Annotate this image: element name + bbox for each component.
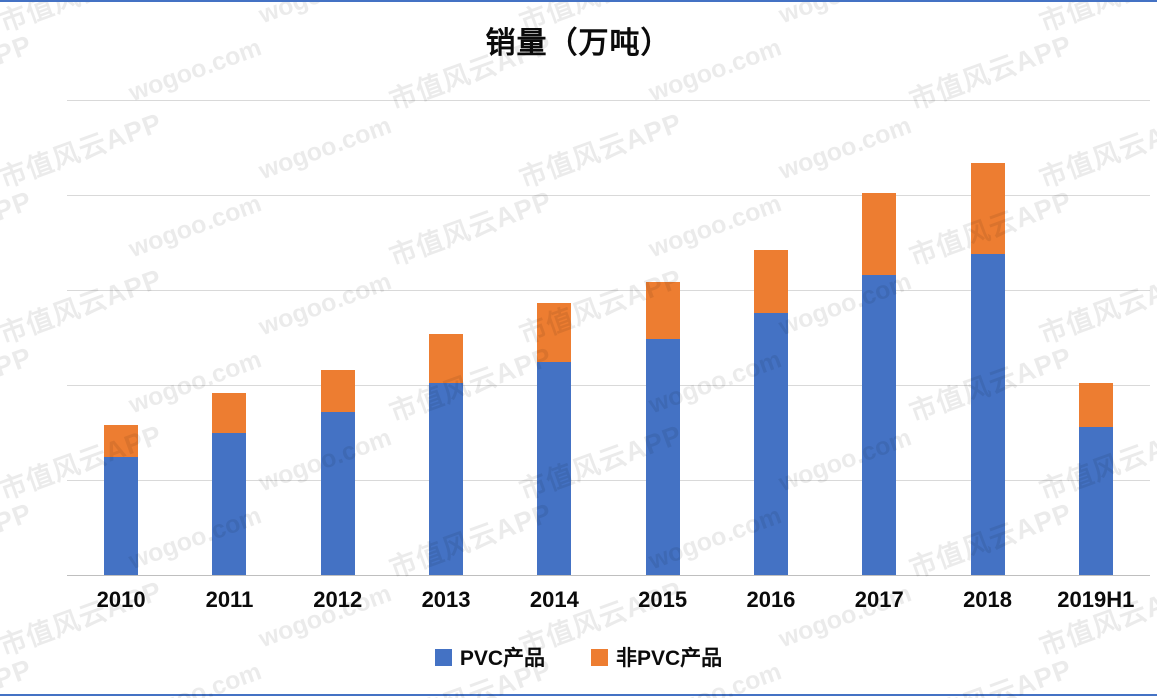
bar-segment-pvc[interactable] xyxy=(537,362,572,575)
bar-segment-non-pvc[interactable] xyxy=(970,162,1005,254)
bar-segment-non-pvc[interactable] xyxy=(320,369,355,412)
x-axis-tick-label: 2015 xyxy=(638,587,688,612)
legend-swatch-icon xyxy=(434,648,452,666)
gridline xyxy=(67,195,1150,196)
x-axis-tick-label: 2016 xyxy=(746,587,796,612)
bar-group[interactable] xyxy=(970,162,1005,575)
bar-group[interactable] xyxy=(862,193,897,575)
gridline xyxy=(67,480,1150,481)
bar-segment-pvc[interactable] xyxy=(429,383,464,575)
plot-area: 050100150200250 xyxy=(67,100,1150,576)
bar-group[interactable] xyxy=(753,250,788,575)
bar-segment-pvc[interactable] xyxy=(645,339,680,575)
bar-segment-non-pvc[interactable] xyxy=(537,303,572,363)
x-axis-tick-label: 2019H1 xyxy=(1057,587,1135,612)
bar-group[interactable] xyxy=(104,424,139,575)
x-axis-line xyxy=(67,575,1150,576)
bar-segment-pvc[interactable] xyxy=(753,312,788,575)
x-axis-tick-label: 2010 xyxy=(96,587,146,612)
legend-label: PVC产品 xyxy=(459,647,545,670)
bar-segment-pvc[interactable] xyxy=(320,411,355,575)
bar-group[interactable] xyxy=(429,333,464,575)
bar-segment-non-pvc[interactable] xyxy=(753,250,788,313)
x-axis-tick-label: 2011 xyxy=(205,587,254,612)
legend-item[interactable]: 非PVC产品 xyxy=(591,642,722,672)
legend-item[interactable]: PVC产品 xyxy=(434,642,545,672)
bar-segment-non-pvc[interactable] xyxy=(1078,383,1113,427)
watermark-text: 市值风云APP xyxy=(0,185,37,272)
bar-segment-non-pvc[interactable] xyxy=(645,282,680,340)
x-axis-tick-label: 2018 xyxy=(963,587,1013,612)
x-axis-tick-label: 2014 xyxy=(529,587,579,612)
x-axis-tick-label: 2013 xyxy=(421,587,471,612)
chart-title: 销量（万吨） xyxy=(485,27,672,60)
bar-group[interactable] xyxy=(645,282,680,575)
bar-segment-pvc[interactable] xyxy=(862,274,897,575)
bar-segment-pvc[interactable] xyxy=(970,253,1005,575)
x-axis-tick-label: 2017 xyxy=(854,587,904,612)
gridline xyxy=(67,100,1150,101)
watermark-text: 市值风云APP xyxy=(0,341,37,428)
bar-segment-non-pvc[interactable] xyxy=(212,392,247,433)
gridline xyxy=(67,290,1150,291)
bar-segment-pvc[interactable] xyxy=(104,457,139,575)
bar-group[interactable] xyxy=(212,392,247,575)
legend-swatch-icon xyxy=(591,648,608,666)
bar-segment-non-pvc[interactable] xyxy=(429,333,464,384)
bar-segment-pvc[interactable] xyxy=(1078,426,1113,575)
bar-group[interactable] xyxy=(320,369,355,575)
bar-group[interactable] xyxy=(537,303,572,575)
bar-segment-pvc[interactable] xyxy=(212,432,247,575)
bar-segment-non-pvc[interactable] xyxy=(862,193,897,275)
chart-legend: PVC产品 非PVC产品 xyxy=(0,642,1157,672)
x-axis-labels: 2010 2011 2012 2013 2014 2015 2016 2017 2018 2019… xyxy=(67,587,1150,621)
gridline xyxy=(67,385,1150,386)
legend-label: 非PVC产品 xyxy=(616,647,723,670)
bar-segment-non-pvc[interactable] xyxy=(104,424,139,458)
x-axis-tick-label: 2012 xyxy=(313,587,363,612)
watermark-text: 市值风云APP xyxy=(0,497,37,584)
bar-group[interactable] xyxy=(1078,383,1113,575)
